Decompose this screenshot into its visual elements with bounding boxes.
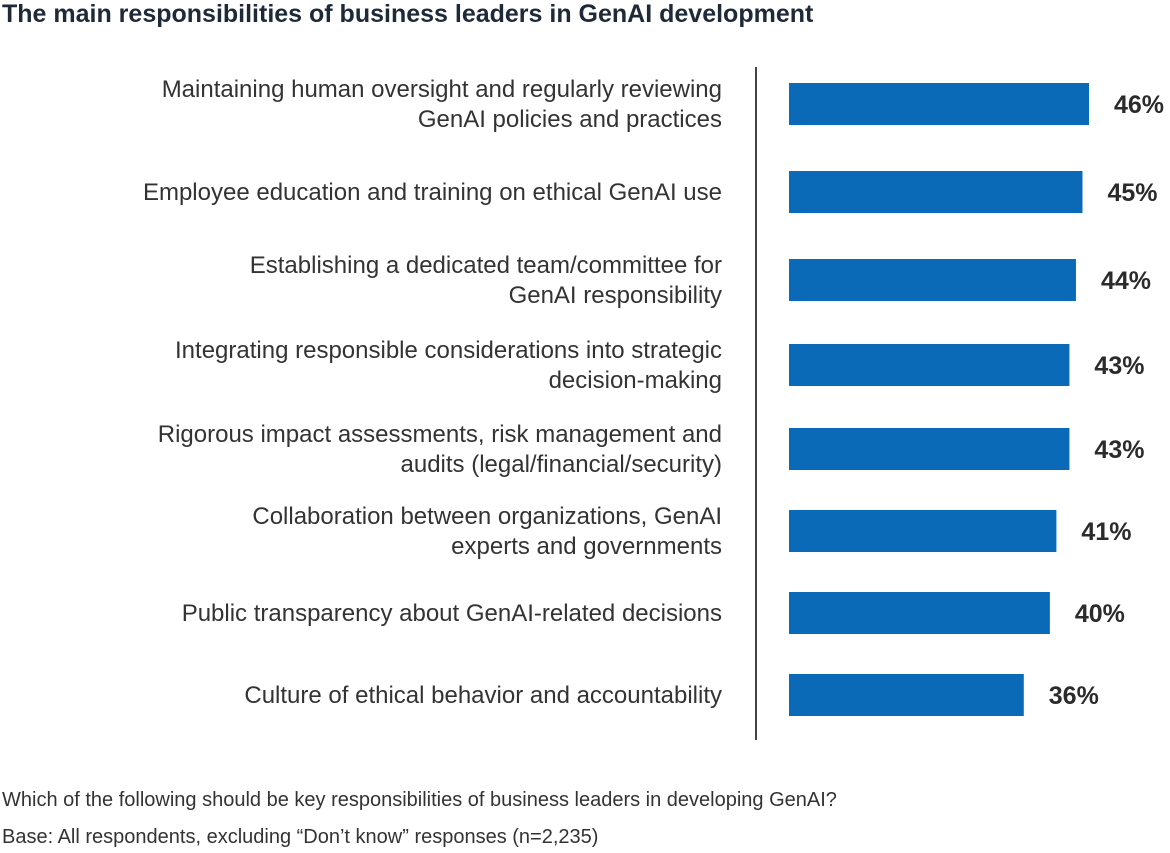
value-label-1: 46% (1114, 91, 1164, 119)
category-label-4: Integrating responsible considerations i… (175, 337, 722, 394)
category-label-6: Collaboration between organizations, Gen… (252, 503, 722, 560)
chart-title: The main responsibilities of business le… (2, 0, 814, 28)
bar-1 (789, 83, 1089, 125)
base-note: Base: All respondents, excluding “Don’t … (2, 826, 599, 848)
category-label-2: Employee education and training on ethic… (143, 179, 722, 206)
bar-6 (789, 510, 1057, 552)
bar-8 (789, 674, 1024, 716)
value-label-8: 36% (1049, 682, 1099, 710)
bar-5 (789, 428, 1070, 470)
bar-chart: 46% Maintaining human oversight and regul… (143, 67, 1164, 740)
value-label-2: 45% (1107, 179, 1157, 207)
value-label-5: 43% (1094, 436, 1144, 464)
category-label-1: Maintaining human oversight and regularl… (162, 76, 722, 133)
value-label-6: 41% (1081, 518, 1131, 546)
category-label-5: Rigorous impact assessments, risk manage… (158, 421, 722, 478)
survey-question: Which of the following should be key res… (2, 789, 837, 811)
value-label-4: 43% (1094, 352, 1144, 380)
bar-2 (789, 171, 1083, 213)
bar-4 (789, 344, 1070, 386)
category-label-3: Establishing a dedicated team/committee … (250, 252, 722, 309)
category-label-7: Public transparency about GenAI-related … (182, 600, 722, 627)
category-label-8: Culture of ethical behavior and accounta… (244, 682, 722, 709)
value-label-3: 44% (1101, 267, 1151, 295)
bar-7 (789, 592, 1050, 634)
bar-3 (789, 259, 1076, 301)
value-label-7: 40% (1075, 600, 1125, 628)
